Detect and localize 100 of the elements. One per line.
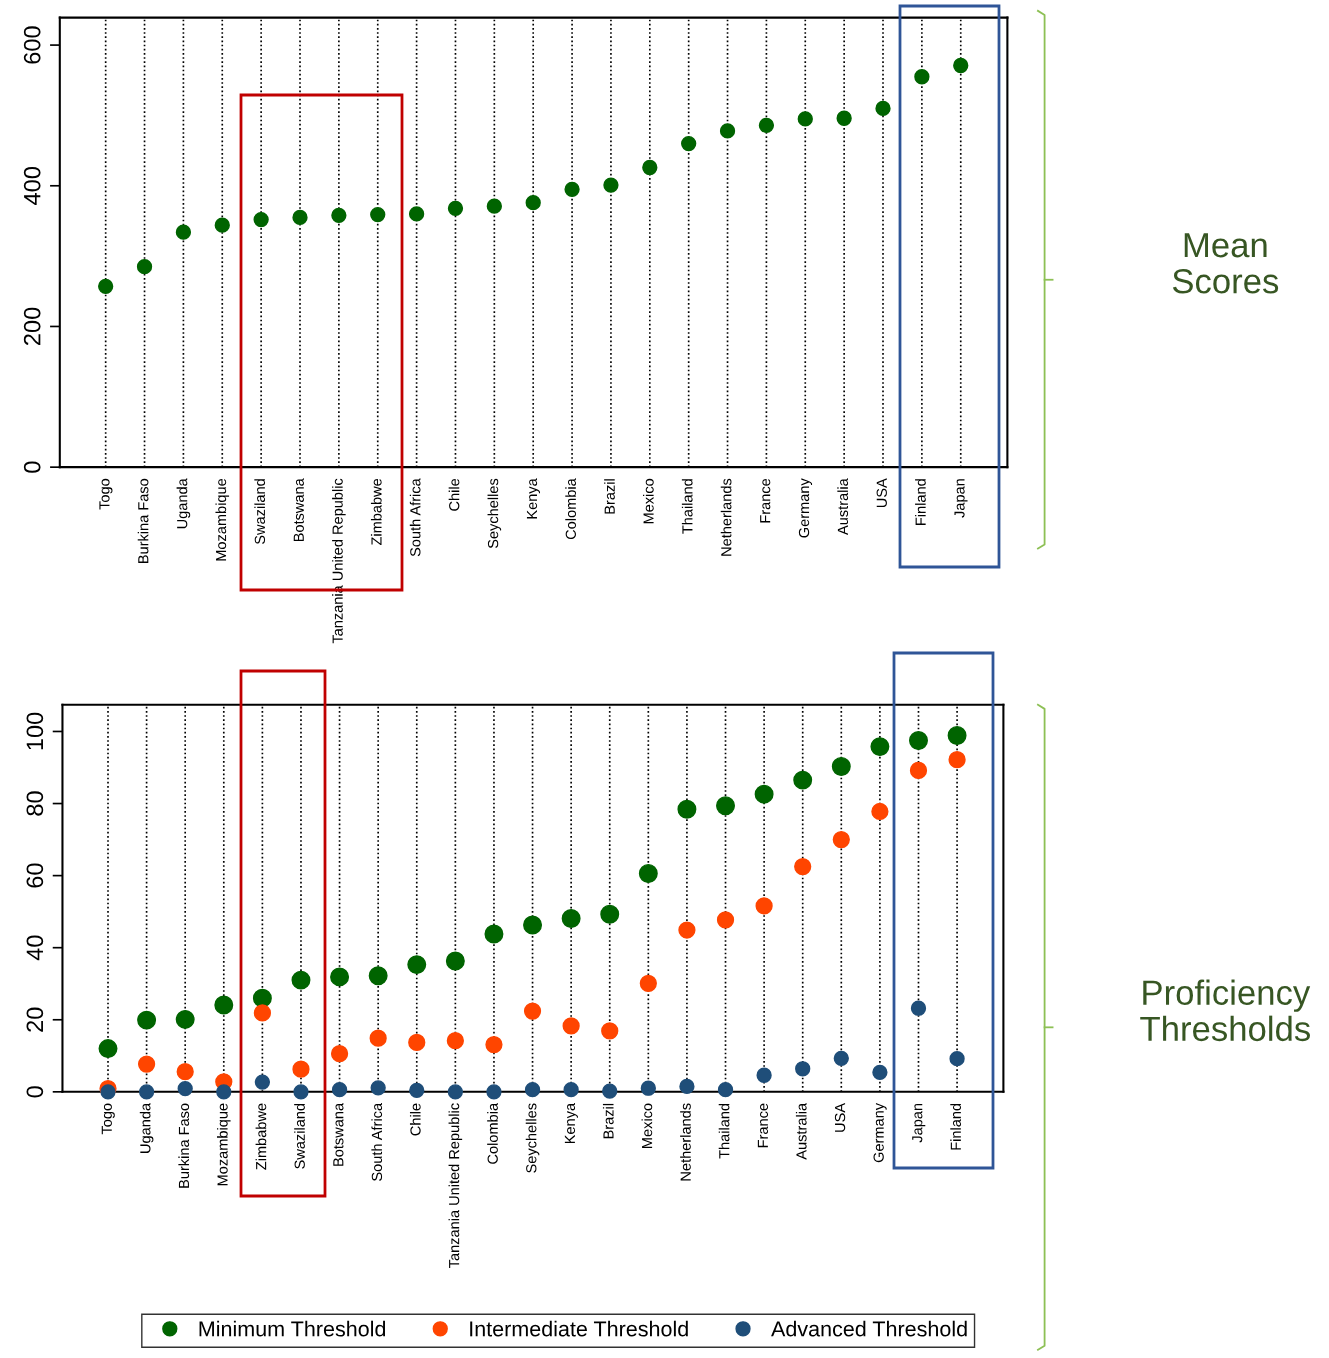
point bbox=[98, 278, 114, 295]
point bbox=[370, 206, 386, 223]
x-tick-label: Finland bbox=[915, 479, 926, 525]
point bbox=[98, 1039, 118, 1059]
point bbox=[642, 159, 658, 176]
legend-label: Intermediate Threshold bbox=[470, 1320, 688, 1337]
point bbox=[331, 1082, 348, 1098]
text: Mean Scores bbox=[1172, 233, 1279, 294]
point bbox=[870, 737, 890, 757]
point bbox=[370, 1080, 386, 1096]
x-tick-label: Burkina Faso bbox=[178, 1103, 190, 1188]
point bbox=[795, 1061, 811, 1077]
point bbox=[175, 224, 192, 240]
point bbox=[368, 966, 388, 986]
x-tick-label: Kenya bbox=[526, 478, 540, 519]
x-tick-label: Thailand bbox=[718, 1103, 730, 1159]
point bbox=[137, 1010, 157, 1030]
legend-label: Advanced Threshold bbox=[771, 1320, 967, 1337]
point bbox=[485, 1036, 503, 1054]
point bbox=[330, 1045, 349, 1063]
x-tick-label: Colombia bbox=[487, 1102, 498, 1164]
point bbox=[681, 135, 697, 152]
point bbox=[137, 1055, 156, 1073]
point bbox=[293, 1084, 309, 1100]
x-tick-label: Finland bbox=[950, 1103, 961, 1150]
point bbox=[564, 181, 580, 197]
point bbox=[291, 970, 311, 990]
point bbox=[214, 217, 230, 233]
x-tick-label: Mexico bbox=[643, 478, 654, 524]
point bbox=[254, 1074, 271, 1090]
point bbox=[407, 955, 427, 975]
x-tick-label: Thailand bbox=[681, 479, 693, 534]
x-tick-label: Germany bbox=[798, 478, 813, 538]
point bbox=[447, 200, 464, 216]
text: Proficiency Thresholds bbox=[1140, 979, 1311, 1042]
point bbox=[603, 177, 619, 193]
x-tick-label: Chile bbox=[409, 1103, 421, 1136]
y-tick-label: 600 bbox=[23, 26, 41, 64]
x-tick-label: Japan bbox=[954, 479, 968, 518]
point bbox=[562, 1017, 580, 1035]
x-tick-label: Netherlands bbox=[720, 478, 732, 556]
point bbox=[446, 1032, 464, 1050]
point bbox=[716, 911, 735, 929]
point bbox=[716, 796, 735, 816]
point bbox=[369, 1029, 387, 1047]
point bbox=[871, 802, 889, 821]
x-tick-label: South Africa bbox=[371, 1102, 383, 1181]
point bbox=[253, 211, 269, 228]
legend-label: Minimum Threshold bbox=[199, 1320, 386, 1337]
point bbox=[947, 725, 967, 745]
x-tick-label: Australia bbox=[837, 478, 849, 535]
point bbox=[832, 830, 850, 849]
point bbox=[408, 1033, 426, 1052]
x-tick-label: Mexico bbox=[641, 1103, 653, 1148]
x-tick-label: Botswana bbox=[293, 478, 304, 542]
point bbox=[484, 924, 504, 944]
point bbox=[252, 988, 272, 1008]
point bbox=[523, 915, 543, 935]
point bbox=[836, 110, 852, 126]
point bbox=[910, 1000, 927, 1016]
x-tick-label: USA bbox=[834, 1102, 846, 1132]
x-tick-label: Tanzania United Republic bbox=[448, 1103, 463, 1268]
point bbox=[758, 117, 775, 133]
point bbox=[253, 1004, 271, 1022]
x-tick-label: Netherlands bbox=[680, 1103, 691, 1181]
point bbox=[754, 784, 774, 804]
point bbox=[408, 206, 425, 222]
point bbox=[717, 1082, 734, 1098]
point bbox=[794, 857, 812, 876]
point bbox=[331, 207, 347, 223]
x-tick-label: Uganda bbox=[176, 478, 191, 529]
point bbox=[177, 1080, 193, 1097]
point bbox=[292, 1060, 310, 1078]
point bbox=[447, 1084, 463, 1100]
point bbox=[831, 756, 851, 776]
point bbox=[138, 1084, 155, 1100]
point bbox=[640, 1080, 656, 1096]
point bbox=[523, 1002, 542, 1020]
x-tick-label: Tanzania United Republic bbox=[332, 478, 346, 644]
y-tick-label: 400 bbox=[23, 167, 41, 205]
y-tick-label: 0 bbox=[26, 1086, 44, 1098]
x-tick-label: Germany bbox=[873, 1102, 887, 1163]
x-tick-label: Mozambique bbox=[216, 1103, 231, 1186]
x-tick-label: Japan bbox=[912, 1103, 926, 1143]
x-tick-label: USA bbox=[876, 478, 887, 508]
point bbox=[292, 209, 308, 226]
point bbox=[600, 904, 620, 924]
point bbox=[176, 1063, 194, 1081]
point bbox=[175, 1009, 195, 1029]
point bbox=[100, 1084, 116, 1100]
point bbox=[445, 951, 465, 971]
x-tick-label: Seychelles bbox=[487, 478, 502, 549]
y-tick-label: 100 bbox=[26, 712, 44, 750]
point bbox=[948, 750, 966, 769]
point bbox=[525, 195, 541, 211]
point bbox=[875, 100, 891, 117]
point bbox=[486, 1084, 502, 1100]
point bbox=[214, 995, 234, 1015]
x-tick-label: South Africa bbox=[409, 478, 421, 557]
point bbox=[949, 1051, 965, 1067]
